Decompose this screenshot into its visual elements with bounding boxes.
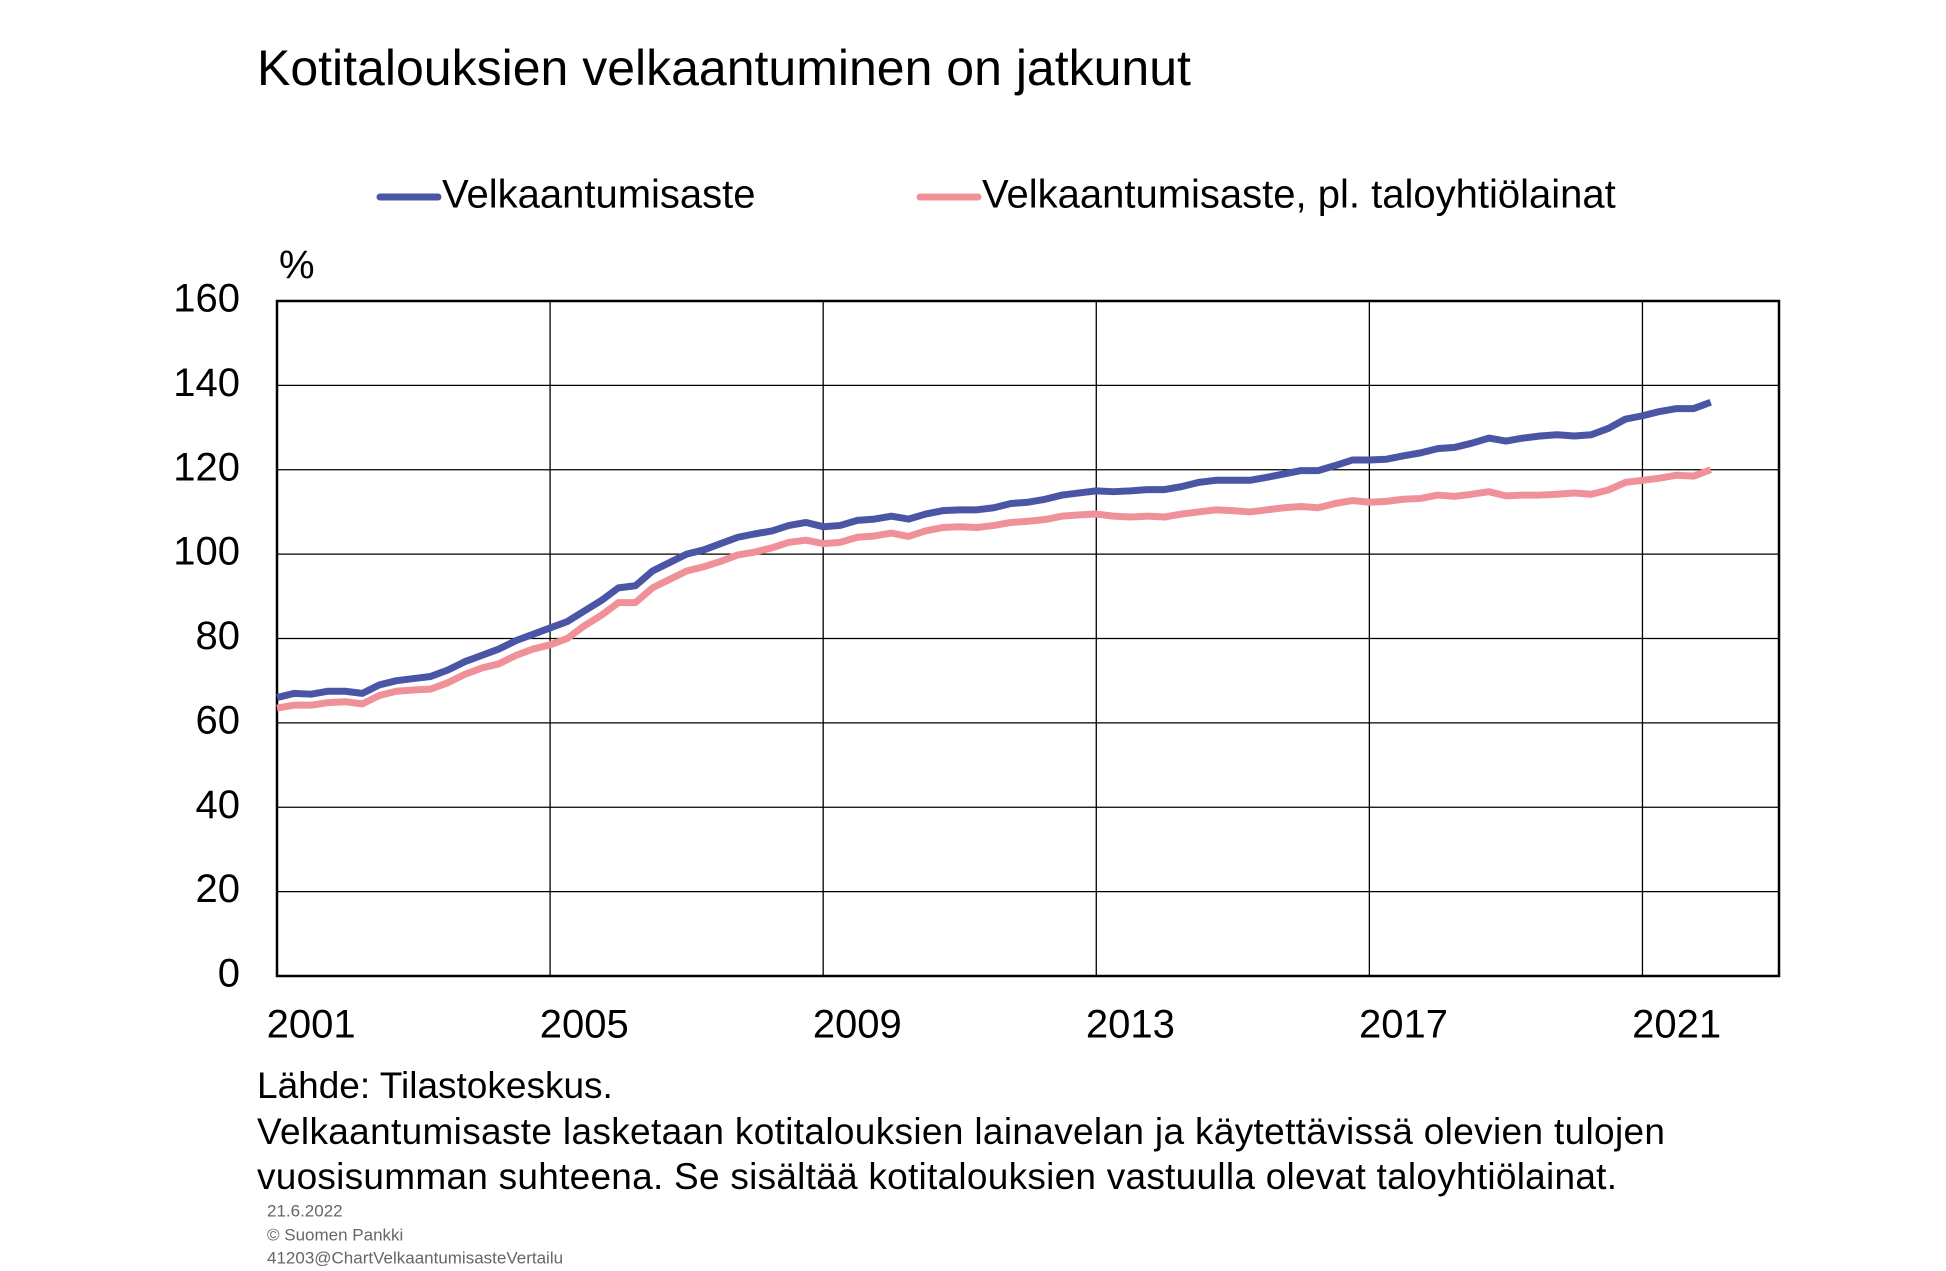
y-tick-label: 120 (173, 445, 240, 489)
x-tick-label: 2001 (267, 1003, 356, 1047)
y-tick-label: 100 (173, 530, 240, 574)
chart-title: Kotitalouksien velkaantuminen on jatkunu… (257, 40, 1191, 96)
note: Velkaantumisaste lasketaan kotitalouksie… (257, 1111, 1665, 1152)
y-tick-label: 160 (173, 277, 240, 321)
y-tick-label: 40 (196, 783, 241, 827)
source: Lähde: Tilastokeskus. (257, 1065, 613, 1106)
footer: © Suomen Pankki (267, 1225, 403, 1244)
footer: 21.6.2022 (267, 1201, 343, 1220)
x-tick-label: 2013 (1086, 1003, 1175, 1047)
y-tick-label: 20 (196, 867, 241, 911)
x-tick-label: 2017 (1359, 1003, 1448, 1047)
plot-frame (275, 299, 1781, 978)
x-tick-label: 2021 (1632, 1003, 1721, 1047)
legend-label: Velkaantumisaste (442, 173, 756, 217)
y-tick-label: 80 (196, 614, 241, 658)
x-tick-label: 2005 (540, 1003, 629, 1047)
y-unit: % (279, 244, 315, 288)
y-tick-label: 140 (173, 361, 240, 405)
series-line (276, 466, 1712, 712)
series-line (276, 398, 1712, 701)
note: vuosisumman suhteena. Se sisältää kotita… (257, 1156, 1617, 1197)
footer: 41203@ChartVelkaantumisasteVertailu (267, 1248, 563, 1267)
y-tick-label: 0 (218, 952, 240, 996)
y-tick-label: 60 (196, 698, 241, 742)
legend-label: Velkaantumisaste, pl. taloyhtiölainat (982, 173, 1616, 217)
x-tick-label: 2009 (813, 1003, 902, 1047)
